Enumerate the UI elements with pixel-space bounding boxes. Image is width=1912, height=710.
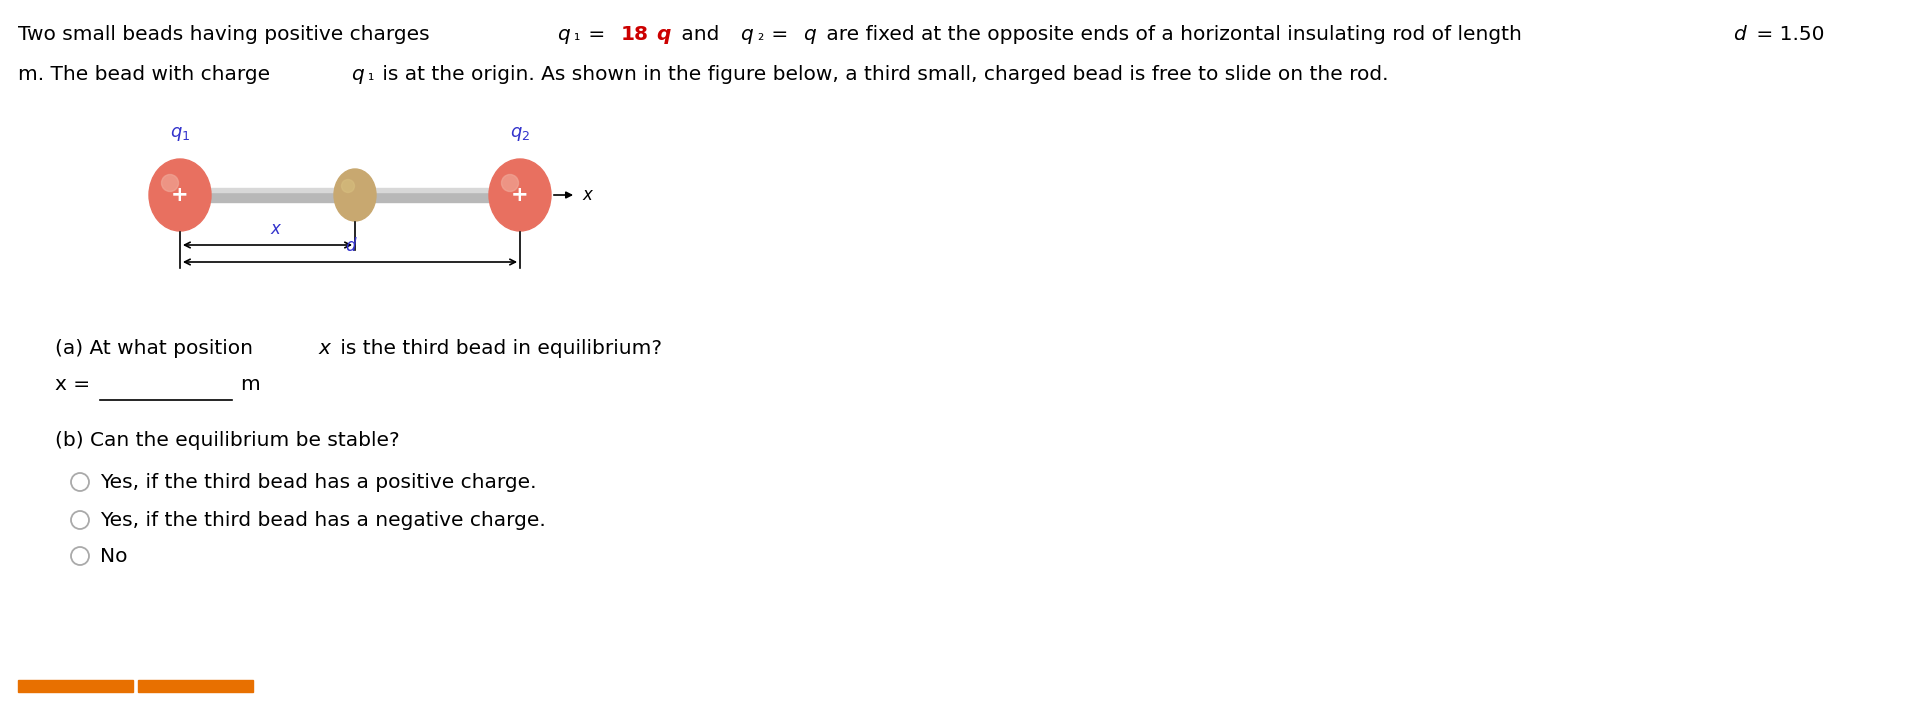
Ellipse shape [161, 175, 178, 192]
Text: ₁: ₁ [367, 67, 375, 82]
Text: d: d [1734, 26, 1746, 45]
Text: $q_1$: $q_1$ [170, 125, 189, 143]
Text: Yes, if the third bead has a positive charge.: Yes, if the third bead has a positive ch… [99, 472, 537, 491]
Text: q: q [352, 65, 365, 84]
Text: d: d [344, 237, 356, 255]
Text: m. The bead with charge: m. The bead with charge [17, 65, 277, 84]
Text: +: + [511, 185, 530, 205]
Text: No: No [99, 547, 128, 565]
Text: $q_2$: $q_2$ [511, 125, 530, 143]
Text: q: q [803, 26, 816, 45]
Ellipse shape [149, 159, 210, 231]
Text: (b) Can the equilibrium be stable?: (b) Can the equilibrium be stable? [55, 430, 400, 449]
Ellipse shape [342, 180, 354, 192]
Text: q: q [740, 26, 753, 45]
Text: m: m [241, 376, 260, 395]
Text: q: q [558, 26, 570, 45]
Text: Two small beads having positive charges: Two small beads having positive charges [17, 26, 436, 45]
Text: q: q [656, 26, 671, 45]
Text: is the third bead in equilibrium?: is the third bead in equilibrium? [335, 339, 662, 358]
Text: ₂: ₂ [757, 28, 763, 43]
Text: ₁: ₁ [574, 28, 579, 43]
Text: =: = [581, 26, 612, 45]
Text: = 1.50: = 1.50 [1749, 26, 1824, 45]
Text: (a) At what position: (a) At what position [55, 339, 260, 358]
Bar [138, 680, 252, 692]
Text: x: x [319, 339, 331, 358]
Text: =: = [765, 26, 795, 45]
Text: +: + [172, 185, 189, 205]
Text: x: x [272, 220, 281, 238]
Text: 18: 18 [619, 26, 648, 45]
Ellipse shape [489, 159, 551, 231]
Text: is at the origin. As shown in the figure below, a third small, charged bead is f: is at the origin. As shown in the figure… [377, 65, 1388, 84]
Text: and: and [675, 26, 727, 45]
Bar [180, 188, 520, 202]
Bar [17, 680, 134, 692]
Ellipse shape [501, 175, 518, 192]
Text: x: x [581, 186, 593, 204]
Text: are fixed at the opposite ends of a horizontal insulating rod of length: are fixed at the opposite ends of a hori… [820, 26, 1528, 45]
Ellipse shape [335, 169, 377, 221]
Text: Yes, if the third bead has a negative charge.: Yes, if the third bead has a negative ch… [99, 510, 545, 530]
Bar [180, 188, 520, 192]
Text: x =: x = [55, 376, 96, 395]
